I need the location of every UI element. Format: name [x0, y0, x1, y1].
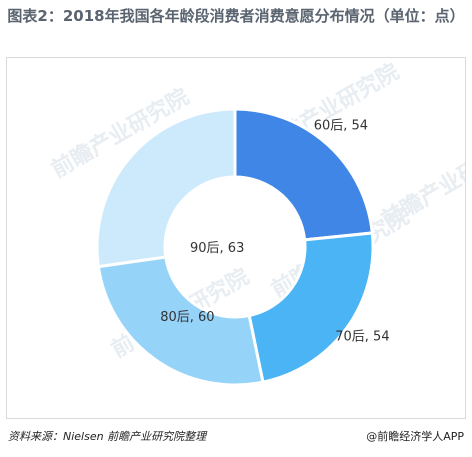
slice-label-2: 70后, 54 — [335, 329, 389, 344]
donut-slice-2 — [247, 231, 375, 384]
watermark-text: 前瞻产业研究院 — [377, 134, 465, 234]
donut-slice-4 — [95, 107, 237, 269]
slice-label-4: 90后, 63 — [190, 241, 244, 256]
donut-chart: 前瞻产业研究院前瞻产业研究院前瞻产业研究院前瞻产业研究院前瞻产业研究院 60后,… — [47, 59, 465, 387]
label-group: 60后, 54 70后, 54 80后, 60 90后, 63 — [160, 119, 389, 345]
donut-slice-1 — [233, 107, 374, 242]
slice-group — [95, 107, 375, 387]
slice-label-1: 60后, 54 — [314, 119, 368, 134]
slice-label-3: 80后, 60 — [160, 310, 214, 325]
source-note: 资料来源：Nielsen 前瞻产业研究院整理 — [8, 430, 207, 443]
donut-slice-3 — [96, 255, 265, 387]
chart-area: 前瞻产业研究院前瞻产业研究院前瞻产业研究院前瞻产业研究院前瞻产业研究院 60后,… — [6, 57, 466, 419]
brand-note: @前瞻经济学人APP — [366, 430, 464, 443]
chart-title: 图表2：2018年我国各年龄段消费者消费意愿分布情况（单位：点） — [7, 7, 465, 25]
